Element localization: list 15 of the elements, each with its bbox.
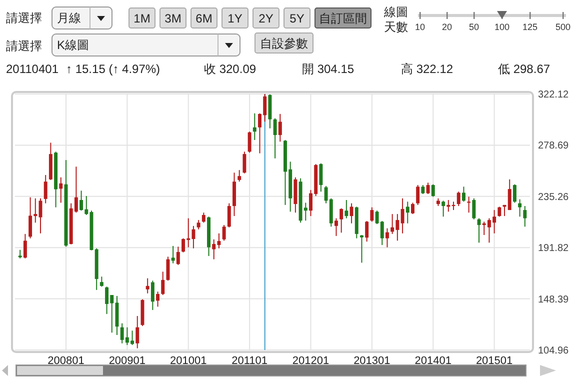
y-tick-label: 235.26	[538, 192, 570, 203]
controls: 請選擇 月線 1M 3M 6M 1Y 2Y 5Y 自訂區間 線圖 天數 10 20 50 100 125 500 請選擇 K線圖 自設參數 20110401 ↑ 15.15 (↑ 4.97%) 收 320.09 開 304.15 高 322.12 低 298.67	[6, 5, 571, 76]
y-tick-label: 148.39	[538, 294, 570, 306]
x-tick-label: 200901	[108, 355, 146, 367]
y-tick-label: 104.96	[538, 346, 570, 356]
x-tick-label: 201001	[170, 355, 207, 367]
x-tick-label: 201101	[232, 355, 268, 367]
x-tick-label: 201501	[476, 355, 513, 367]
x-tick-label: 201201	[292, 355, 330, 367]
x-tick-label: 200801	[48, 355, 84, 367]
y-tick-label: 191.82	[538, 243, 570, 254]
x-tick-label: 201301	[354, 355, 390, 367]
y-tick-label: 278.69	[538, 140, 570, 152]
x-tick-label: 201401	[414, 355, 452, 367]
y-tick-label: 322.12	[538, 90, 570, 100]
